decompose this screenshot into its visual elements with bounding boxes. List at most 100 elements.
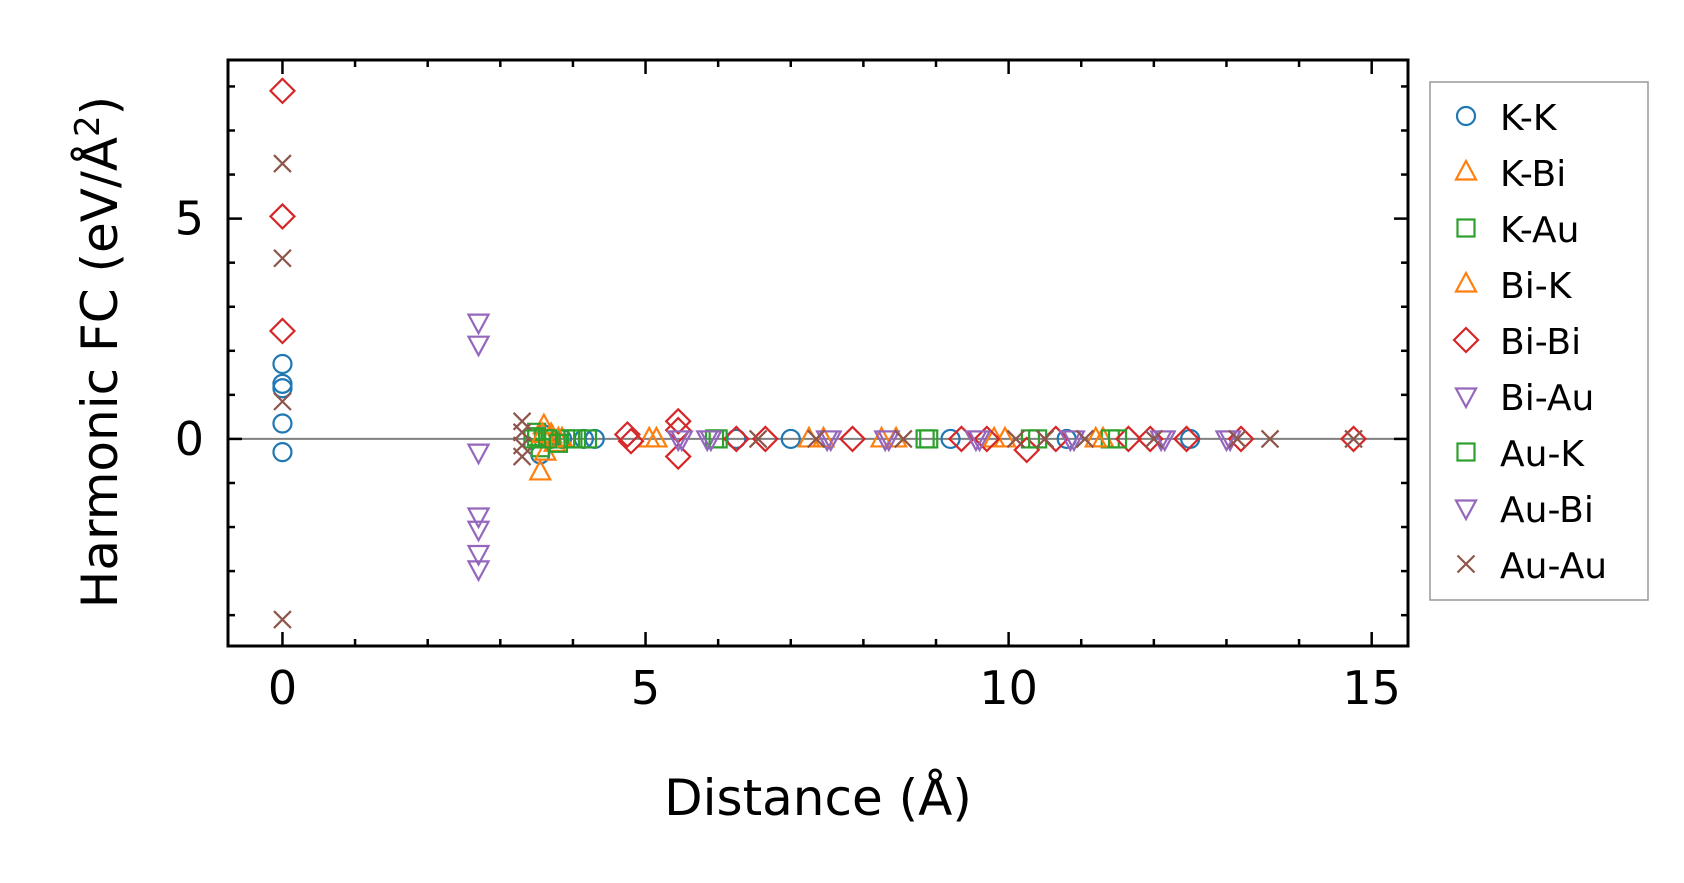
legend-label: Au-Bi	[1500, 490, 1594, 531]
legend-item: K-Bi	[1454, 154, 1566, 195]
data-point	[466, 520, 491, 543]
data-point	[664, 407, 692, 435]
data-point	[1214, 430, 1239, 453]
data-point	[548, 433, 569, 453]
legend-label: Au-Au	[1500, 546, 1607, 587]
data-point	[967, 430, 992, 453]
legend-item: Au-Bi	[1454, 490, 1594, 531]
series-au-au	[273, 154, 1363, 629]
legend: K-K K-Bi K-Au Bi-K Bi-Bi Bi-Au Au-K Au-Bi Au-Au	[1429, 81, 1649, 601]
data-point	[272, 442, 293, 463]
data-point	[806, 429, 826, 449]
data-point	[268, 317, 297, 345]
data-point	[1107, 429, 1128, 449]
data-point	[982, 425, 1006, 448]
data-point	[577, 429, 598, 449]
data-point	[466, 335, 491, 358]
data-point	[1339, 425, 1368, 453]
data-point	[869, 425, 894, 448]
x-tick-label: 5	[631, 661, 660, 715]
data-point	[1062, 430, 1086, 453]
data-point	[466, 560, 491, 583]
data-point	[528, 458, 553, 481]
legend-item: Au-Au	[1456, 546, 1607, 587]
data-point	[670, 430, 694, 453]
data-point	[644, 425, 669, 448]
data-point	[563, 429, 583, 449]
data-point	[530, 421, 555, 444]
data-point	[466, 507, 491, 530]
y-tick-label: 5	[175, 192, 204, 246]
legend-item: K-K	[1455, 98, 1558, 139]
data-point	[1006, 429, 1026, 449]
data-point	[1228, 429, 1247, 449]
legend-label: K-Bi	[1500, 154, 1566, 195]
data-point	[780, 428, 801, 450]
data-point	[751, 425, 779, 453]
y-axis-label-close: )	[71, 96, 129, 116]
data-point	[699, 430, 723, 453]
legend-label: Bi-K	[1500, 266, 1573, 307]
series-bi-bi	[268, 77, 1368, 471]
y-axis-label-superscript: 2	[68, 115, 108, 137]
data-point	[273, 154, 292, 173]
data-point	[1083, 425, 1108, 448]
data-point	[1172, 425, 1201, 453]
data-point	[815, 430, 839, 453]
data-point	[894, 429, 913, 449]
data-point	[273, 610, 292, 629]
data-point	[466, 313, 491, 336]
data-point	[268, 202, 297, 230]
legend-frame	[1429, 81, 1649, 601]
data-point	[613, 420, 641, 449]
data-point	[1344, 429, 1363, 449]
data-point	[272, 378, 293, 399]
data-point	[268, 77, 297, 105]
data-point	[512, 423, 532, 442]
legend-label: K-Au	[1500, 210, 1579, 251]
data-point	[919, 429, 939, 449]
data-point	[1144, 429, 1164, 449]
data-point	[1013, 436, 1041, 464]
data-point	[1114, 425, 1142, 453]
y-axis-label-main: Harmonic FC (eV/Å	[71, 137, 129, 608]
data-point	[873, 430, 898, 453]
data-point	[272, 413, 293, 434]
x-tick-label: 15	[1342, 661, 1401, 715]
legend-marker	[1454, 158, 1478, 181]
legend-marker	[1454, 387, 1478, 410]
data-point	[664, 442, 692, 471]
legend-label: Bi-Bi	[1500, 322, 1581, 363]
x-axis-label: Distance (Å)	[664, 769, 972, 827]
data-point	[722, 425, 750, 453]
legend-item: Bi-Bi	[1452, 322, 1581, 363]
data-point	[1260, 429, 1280, 449]
legend-label: Bi-Au	[1500, 378, 1594, 419]
data-point	[838, 425, 867, 453]
x-tick-label: 0	[268, 661, 297, 715]
data-point	[537, 429, 558, 449]
legend-marker	[1456, 554, 1476, 574]
data-point	[272, 373, 293, 394]
data-point	[272, 353, 293, 375]
data-point	[1035, 429, 1055, 449]
legend-marker	[1456, 218, 1476, 238]
data-point	[617, 427, 645, 455]
data-point	[1075, 429, 1095, 449]
data-point	[273, 248, 292, 268]
plot-frame	[226, 58, 1410, 648]
legend-marker	[1455, 105, 1477, 127]
data-point	[466, 544, 491, 567]
y-tick-label: 0	[175, 412, 204, 466]
plot-area	[228, 77, 1408, 629]
legend-item: Bi-Au	[1454, 378, 1594, 419]
legend-marker	[1456, 442, 1476, 462]
data-point	[466, 443, 491, 466]
data-point	[947, 425, 975, 453]
data-point	[748, 429, 768, 449]
legend-label: Au-K	[1500, 434, 1585, 475]
legend-marker	[1454, 270, 1478, 293]
data-point	[512, 447, 532, 466]
data-point	[527, 427, 547, 447]
